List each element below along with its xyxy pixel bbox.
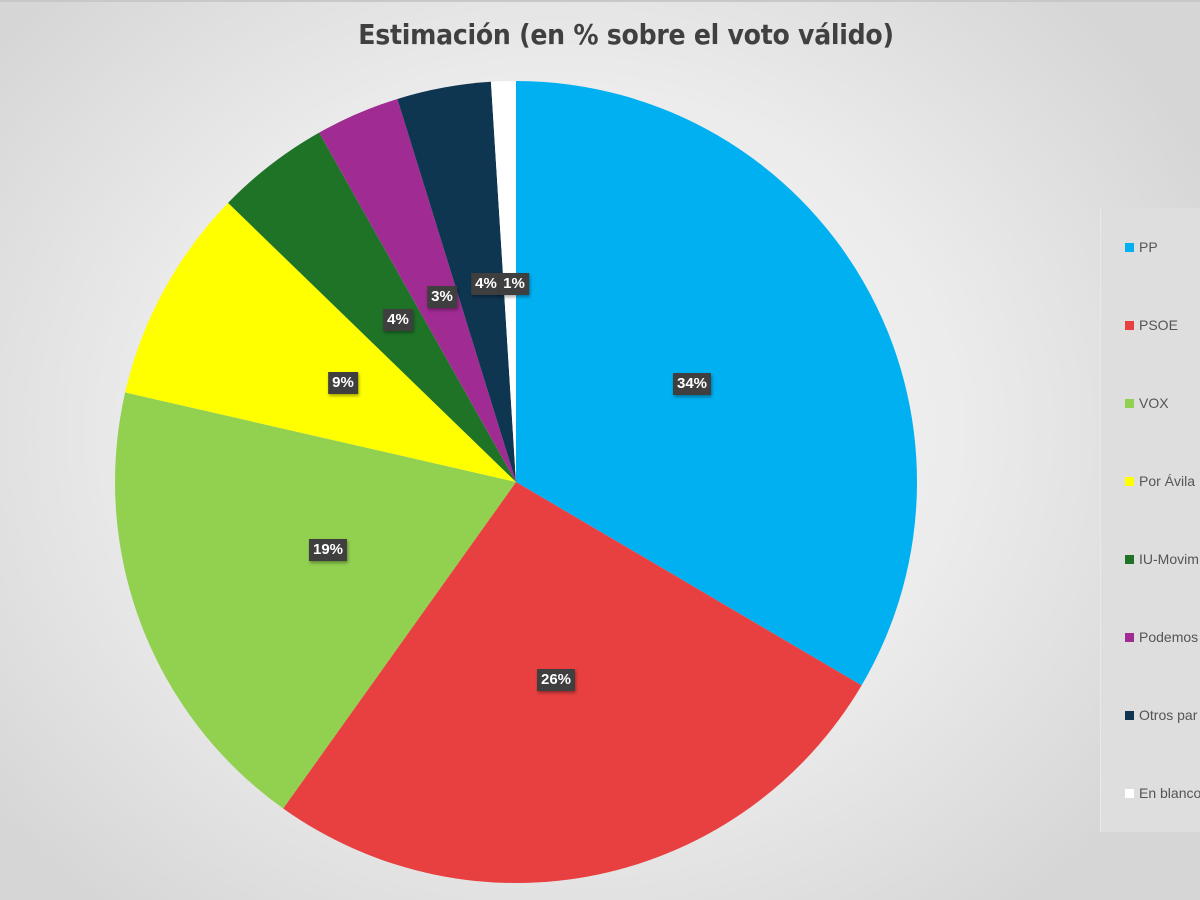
- top-border: [0, 0, 1200, 2]
- legend-label: VOX: [1139, 395, 1169, 411]
- data-label: 3%: [427, 286, 457, 308]
- legend-item-otros: Otros par: [1125, 707, 1197, 723]
- legend-label: IU-Movim: [1139, 551, 1199, 567]
- pie-slice-otros-partidos: [397, 81, 516, 482]
- legend-label: En blanco: [1139, 785, 1200, 801]
- legend-label: PP: [1139, 239, 1158, 255]
- legend-item-en-blanco: En blanco: [1125, 785, 1200, 801]
- swatch-por-avila-icon: [1125, 476, 1134, 486]
- legend-item-psoe: PSOE: [1125, 317, 1178, 333]
- pie-slice-iu-movimiento-sumar: [228, 132, 517, 482]
- legend-item-podemos: Podemos: [1125, 629, 1198, 645]
- legend: PP PSOE VOX Por Ávila IU-Movim Podemos O…: [1100, 208, 1200, 832]
- data-label: 19%: [308, 539, 348, 561]
- pie-slice-pp: [516, 81, 917, 686]
- swatch-otros-icon: [1125, 710, 1134, 720]
- swatch-en-blanco-icon: [1125, 788, 1134, 798]
- legend-label: Podemos: [1139, 629, 1199, 645]
- legend-label: Por Ávila: [1139, 473, 1196, 489]
- chart-title: Estimación (en % sobre el voto válido): [358, 18, 894, 51]
- data-label: 9%: [328, 372, 358, 394]
- legend-label: PSOE: [1139, 317, 1178, 333]
- data-label: 4%: [383, 309, 413, 331]
- pie-chart: [114, 81, 917, 884]
- swatch-vox-icon: [1125, 398, 1134, 408]
- data-label: 34%: [672, 373, 712, 395]
- pie-slice-vox: [114, 392, 517, 809]
- data-label: 26%: [536, 669, 576, 691]
- pie-slice-por-vila: [125, 202, 516, 483]
- legend-item-pp: PP: [1125, 239, 1158, 255]
- pie-slice-podemos: [319, 98, 516, 483]
- swatch-iu-icon: [1125, 554, 1134, 564]
- data-label: 1%: [499, 273, 529, 295]
- data-label: 4%: [471, 273, 501, 295]
- legend-label: Otros par: [1139, 707, 1198, 723]
- swatch-pp-icon: [1125, 242, 1134, 252]
- legend-item-por-avila: Por Ávila: [1125, 473, 1195, 489]
- legend-item-iu: IU-Movim: [1125, 551, 1199, 567]
- legend-item-vox: VOX: [1125, 395, 1169, 411]
- swatch-psoe-icon: [1125, 320, 1134, 330]
- swatch-podemos-icon: [1125, 632, 1134, 642]
